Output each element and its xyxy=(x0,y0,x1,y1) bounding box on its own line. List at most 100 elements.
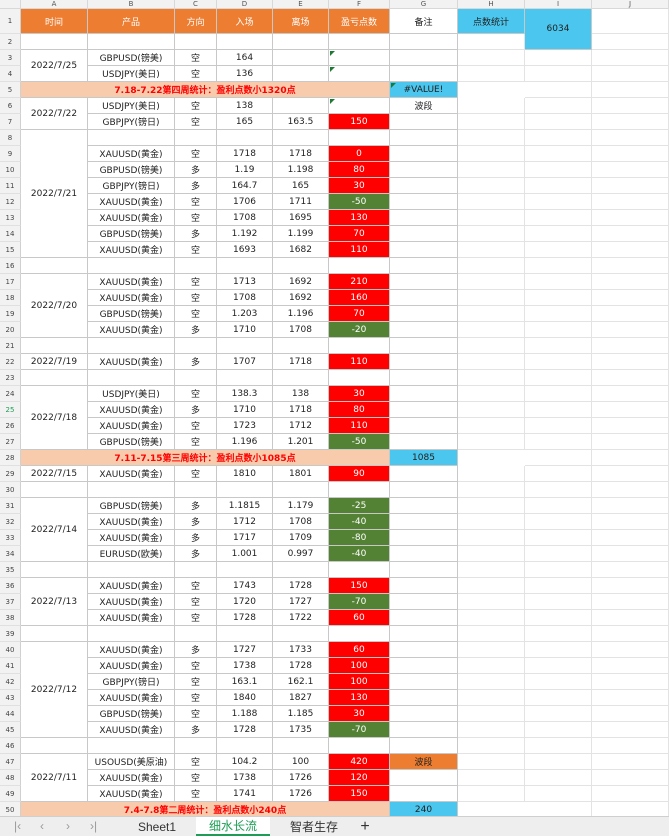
date-cell[interactable] xyxy=(21,338,88,354)
remark-cell[interactable] xyxy=(390,642,458,658)
row-header[interactable]: 41 xyxy=(0,658,21,674)
empty-cell[interactable] xyxy=(525,130,592,146)
empty-cell[interactable] xyxy=(458,642,525,658)
remark-cell[interactable] xyxy=(390,530,458,546)
empty-cell[interactable] xyxy=(525,562,592,578)
direction-cell[interactable]: 空 xyxy=(175,594,217,610)
row-header[interactable]: 35 xyxy=(0,562,21,578)
header-direction[interactable]: 方向 xyxy=(175,9,217,34)
product-cell[interactable]: XAUUSD(黄金) xyxy=(88,658,175,674)
empty-cell[interactable] xyxy=(592,114,669,130)
row-header[interactable]: 31 xyxy=(0,498,21,514)
direction-cell[interactable]: 多 xyxy=(175,514,217,530)
row-header[interactable]: 45 xyxy=(0,722,21,738)
pl-cell[interactable]: 80 xyxy=(329,402,390,418)
pl-cell[interactable]: -20 xyxy=(329,322,390,338)
remark-cell[interactable] xyxy=(390,690,458,706)
product-cell[interactable]: XAUUSD(黄金) xyxy=(88,530,175,546)
row-header[interactable]: 12 xyxy=(0,194,21,210)
remark-cell[interactable]: 1085 xyxy=(390,450,458,466)
remark-cell[interactable]: #VALUE! xyxy=(390,82,458,98)
empty-cell[interactable] xyxy=(592,546,669,562)
pl-cell[interactable]: 30 xyxy=(329,178,390,194)
pl-cell[interactable]: -70 xyxy=(329,722,390,738)
remark-cell[interactable] xyxy=(390,114,458,130)
entry-cell[interactable]: 1.192 xyxy=(217,226,273,242)
column-header-J[interactable]: J xyxy=(592,0,669,9)
product-cell[interactable]: XAUUSD(黄金) xyxy=(88,786,175,802)
pl-cell[interactable]: 120 xyxy=(329,770,390,786)
remark-cell[interactable] xyxy=(390,418,458,434)
row-header[interactable]: 21 xyxy=(0,338,21,354)
product-cell[interactable]: EURUSD(欧美) xyxy=(88,546,175,562)
empty-cell[interactable] xyxy=(525,450,592,466)
direction-cell[interactable]: 空 xyxy=(175,386,217,402)
empty-cell[interactable] xyxy=(458,482,525,498)
empty-cell[interactable] xyxy=(525,386,592,402)
product-cell[interactable]: XAUUSD(黄金) xyxy=(88,514,175,530)
empty-cell[interactable] xyxy=(458,786,525,802)
exit-cell[interactable]: 1.198 xyxy=(273,162,329,178)
product-cell[interactable]: USDJPY(美日) xyxy=(88,98,175,114)
row-header[interactable]: 5 xyxy=(0,82,21,98)
empty-cell[interactable] xyxy=(592,226,669,242)
product-cell[interactable] xyxy=(88,258,175,274)
pl-cell[interactable]: 130 xyxy=(329,210,390,226)
direction-cell[interactable]: 空 xyxy=(175,658,217,674)
empty-cell[interactable] xyxy=(458,146,525,162)
exit-cell[interactable]: 1728 xyxy=(273,658,329,674)
empty-cell[interactable] xyxy=(458,658,525,674)
entry-cell[interactable]: 1.19 xyxy=(217,162,273,178)
empty-cell[interactable] xyxy=(525,178,592,194)
empty-cell[interactable] xyxy=(525,738,592,754)
product-cell[interactable]: XAUUSD(黄金) xyxy=(88,242,175,258)
empty-cell[interactable] xyxy=(458,162,525,178)
entry-cell[interactable]: 1810 xyxy=(217,466,273,482)
product-cell[interactable] xyxy=(88,738,175,754)
pl-cell[interactable] xyxy=(329,66,390,82)
pl-cell[interactable]: 210 xyxy=(329,274,390,290)
empty-cell[interactable] xyxy=(592,450,669,466)
date-cell[interactable]: 2022/7/13 xyxy=(21,578,88,626)
entry-cell[interactable]: 1738 xyxy=(217,770,273,786)
direction-cell[interactable] xyxy=(175,34,217,50)
empty-cell[interactable] xyxy=(592,98,669,114)
empty-cell[interactable] xyxy=(592,402,669,418)
empty-cell[interactable] xyxy=(592,642,669,658)
empty-cell[interactable] xyxy=(458,514,525,530)
empty-cell[interactable] xyxy=(525,626,592,642)
exit-cell[interactable] xyxy=(273,98,329,114)
exit-cell[interactable]: 1801 xyxy=(273,466,329,482)
entry-cell[interactable]: 1707 xyxy=(217,354,273,370)
empty-cell[interactable] xyxy=(525,402,592,418)
pl-cell[interactable]: 130 xyxy=(329,690,390,706)
empty-cell[interactable] xyxy=(592,626,669,642)
empty-cell[interactable] xyxy=(458,770,525,786)
product-cell[interactable] xyxy=(88,130,175,146)
row-header[interactable]: 34 xyxy=(0,546,21,562)
date-cell[interactable]: 2022/7/21 xyxy=(21,130,88,258)
empty-cell[interactable] xyxy=(525,258,592,274)
pl-cell[interactable] xyxy=(329,338,390,354)
header-product[interactable]: 产品 xyxy=(88,9,175,34)
product-cell[interactable]: XAUUSD(黄金) xyxy=(88,354,175,370)
product-cell[interactable]: XAUUSD(黄金) xyxy=(88,722,175,738)
empty-cell[interactable] xyxy=(525,674,592,690)
entry-cell[interactable]: 138 xyxy=(217,98,273,114)
direction-cell[interactable] xyxy=(175,130,217,146)
product-cell[interactable]: XAUUSD(黄金) xyxy=(88,194,175,210)
remark-cell[interactable] xyxy=(390,498,458,514)
row-header[interactable]: 20 xyxy=(0,322,21,338)
remark-cell[interactable] xyxy=(390,594,458,610)
remark-cell[interactable] xyxy=(390,162,458,178)
product-cell[interactable]: GBPUSD(镑美) xyxy=(88,162,175,178)
entry-cell[interactable]: 163.1 xyxy=(217,674,273,690)
date-cell[interactable] xyxy=(21,258,88,274)
pl-cell[interactable]: 110 xyxy=(329,242,390,258)
add-sheet-icon[interactable]: + xyxy=(360,817,370,835)
empty-cell[interactable] xyxy=(525,610,592,626)
empty-cell[interactable] xyxy=(525,226,592,242)
remark-cell[interactable] xyxy=(390,338,458,354)
header-stats[interactable]: 点数统计 xyxy=(458,9,525,34)
date-cell[interactable]: 2022/7/25 xyxy=(21,50,88,82)
